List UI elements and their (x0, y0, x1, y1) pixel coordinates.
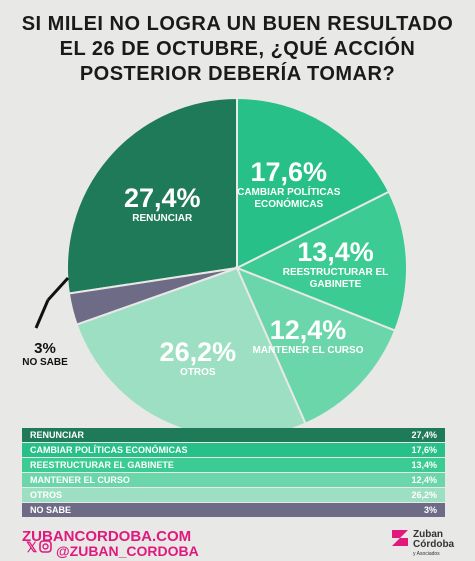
slice-value: 13,4% (297, 236, 374, 267)
chart-title: SI MILEI NO LOGRA UN BUEN RESULTADO EL 2… (21, 13, 454, 85)
instagram-icon (39, 540, 52, 553)
row-name: OTROS (30, 490, 63, 500)
table-row: RENUNCIAR 27,4% (22, 428, 445, 442)
pie-slice (234, 190, 408, 332)
table-row: REESTRUCTURAR EL GABINETE 13,4% (22, 458, 445, 472)
brand-sub: y Asociados (413, 551, 440, 557)
row-value: 3% (423, 505, 437, 515)
row-value: 27,4% (411, 430, 437, 440)
slice-value: 26,2% (159, 337, 237, 368)
row-name: MANTENER EL CURSO (30, 475, 130, 485)
slice-value: 27,4% (123, 182, 201, 213)
handle: @ZUBAN_CORDOBA (56, 543, 199, 559)
instagram-icon (42, 543, 49, 550)
table-row: MANTENER EL CURSO 12,4% (22, 473, 445, 487)
row-name: NO SABE (30, 505, 72, 515)
pie-slice (236, 96, 391, 270)
website: ZUBANCORDOBA.COM (22, 528, 192, 545)
row-name: RENUNCIAR (30, 430, 84, 440)
slice-name: MANTENER EL CURSO (252, 345, 364, 357)
row-value: 26,2% (411, 490, 437, 500)
pie-slice (235, 266, 397, 425)
slice-label: 27,4% RENUNCIAR (97, 183, 227, 225)
row-name: CAMBIAR POLÍTICAS ECONÓMICAS (30, 445, 188, 455)
brand: Zuban Córdoba (413, 529, 455, 550)
row-value: 13,4% (411, 460, 437, 470)
slice-label: 26,2% OTROS (133, 337, 263, 379)
table-row: NO SABE 3% (22, 503, 445, 517)
x-icon: 𝕏 (26, 539, 38, 555)
slice-name: OTROS (180, 367, 216, 379)
slice-name: RENUNCIAR (132, 212, 193, 224)
slice-label: 17,6% CAMBIAR POLÍTICAS ECONÓMICAS (224, 157, 354, 211)
slice-value: 17,6% (250, 157, 328, 188)
row-value: 17,6% (411, 445, 437, 455)
callout-line (46, 276, 70, 302)
callout-line (34, 299, 50, 329)
slice-name: CAMBIAR POLÍTICAS ECONÓMICAS (237, 187, 341, 211)
outside-label: 3% NO SABE (10, 340, 80, 368)
table-row: OTROS 26,2% (22, 488, 445, 502)
table-row: CAMBIAR POLÍTICAS ECONÓMICAS 17,6% (22, 443, 445, 457)
row-name: REESTRUCTURAR EL GABINETE (30, 460, 174, 470)
slice-name: NO SABE (22, 357, 68, 368)
slice-label: 12,4% MANTENER EL CURSO (243, 315, 373, 357)
pie (66, 96, 408, 439)
pie-slice (67, 267, 238, 326)
slice-name: REESTRUCTURAR EL GABINETE (282, 266, 389, 290)
slice-value: 12,4% (269, 315, 347, 346)
row-value: 12,4% (411, 475, 437, 485)
slice-value: 3% (34, 340, 56, 357)
brand-logo (392, 530, 408, 546)
pie-slice (66, 96, 238, 295)
slice-label: 13,4% REESTRUCTURAR EL GABINETE (271, 237, 401, 291)
